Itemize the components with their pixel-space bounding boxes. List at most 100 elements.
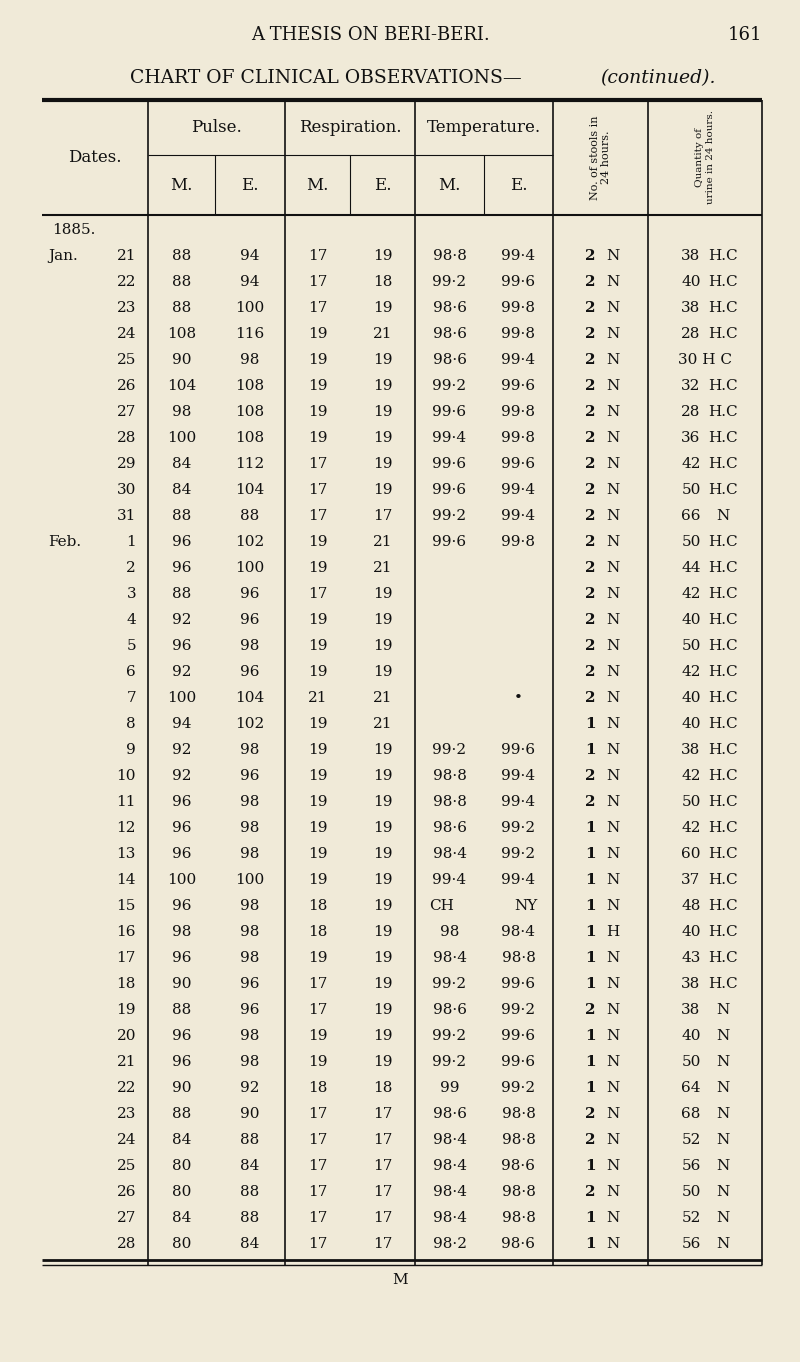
Text: 98·4: 98·4 bbox=[433, 1211, 466, 1224]
Text: •: • bbox=[514, 691, 523, 706]
Text: N: N bbox=[606, 275, 619, 289]
Text: 99·4: 99·4 bbox=[502, 484, 535, 497]
Text: 52: 52 bbox=[682, 1133, 701, 1147]
Text: 98: 98 bbox=[240, 795, 260, 809]
Text: 84: 84 bbox=[240, 1159, 260, 1173]
Text: 23: 23 bbox=[117, 301, 136, 315]
Text: 17: 17 bbox=[373, 1107, 392, 1121]
Text: N: N bbox=[606, 873, 619, 887]
Text: 50: 50 bbox=[682, 639, 701, 652]
Text: H.C: H.C bbox=[708, 925, 738, 938]
Text: 2: 2 bbox=[586, 665, 596, 680]
Text: 56: 56 bbox=[682, 1237, 701, 1252]
Text: 50: 50 bbox=[682, 795, 701, 809]
Text: 8: 8 bbox=[126, 716, 136, 731]
Text: 99·6: 99·6 bbox=[433, 405, 466, 419]
Text: 99·6: 99·6 bbox=[433, 535, 466, 549]
Text: 17: 17 bbox=[308, 484, 327, 497]
Text: 27: 27 bbox=[117, 1211, 136, 1224]
Text: 94: 94 bbox=[240, 275, 260, 289]
Text: 98: 98 bbox=[440, 925, 459, 938]
Text: 99·4: 99·4 bbox=[502, 353, 535, 366]
Text: 36: 36 bbox=[682, 430, 701, 445]
Text: E.: E. bbox=[510, 177, 527, 193]
Text: 44: 44 bbox=[682, 561, 701, 575]
Text: 2: 2 bbox=[586, 795, 596, 809]
Text: 99·4: 99·4 bbox=[502, 873, 535, 887]
Text: N: N bbox=[606, 561, 619, 575]
Text: 99·6: 99·6 bbox=[502, 458, 535, 471]
Text: 38: 38 bbox=[682, 744, 701, 757]
Text: N: N bbox=[606, 1107, 619, 1121]
Text: 99·6: 99·6 bbox=[502, 977, 535, 992]
Text: N: N bbox=[606, 899, 619, 913]
Text: 108: 108 bbox=[235, 379, 265, 394]
Text: 99·4: 99·4 bbox=[433, 430, 466, 445]
Text: 21: 21 bbox=[373, 327, 392, 340]
Text: 98·8: 98·8 bbox=[502, 1185, 535, 1199]
Text: 96: 96 bbox=[172, 535, 191, 549]
Text: 19: 19 bbox=[373, 430, 392, 445]
Text: H.C: H.C bbox=[708, 951, 738, 966]
Text: 98·6: 98·6 bbox=[433, 301, 466, 315]
Text: 19: 19 bbox=[308, 821, 327, 835]
Text: (continued).: (continued). bbox=[600, 69, 715, 87]
Text: 17: 17 bbox=[373, 1159, 392, 1173]
Text: 19: 19 bbox=[308, 873, 327, 887]
Text: 98·2: 98·2 bbox=[433, 1237, 466, 1252]
Text: 17: 17 bbox=[308, 1185, 327, 1199]
Text: 100: 100 bbox=[167, 873, 196, 887]
Text: N: N bbox=[606, 770, 619, 783]
Text: H.C: H.C bbox=[708, 899, 738, 913]
Text: 99·2: 99·2 bbox=[433, 977, 466, 992]
Text: 98·6: 98·6 bbox=[433, 353, 466, 366]
Text: 13: 13 bbox=[117, 847, 136, 861]
Text: 19: 19 bbox=[308, 795, 327, 809]
Text: 99·2: 99·2 bbox=[502, 1081, 535, 1095]
Text: 64: 64 bbox=[682, 1081, 701, 1095]
Text: 88: 88 bbox=[172, 301, 191, 315]
Text: 19: 19 bbox=[117, 1002, 136, 1017]
Text: 19: 19 bbox=[373, 405, 392, 419]
Text: H.C: H.C bbox=[708, 484, 738, 497]
Text: 32: 32 bbox=[682, 379, 701, 394]
Text: 99·6: 99·6 bbox=[433, 458, 466, 471]
Text: 99·8: 99·8 bbox=[502, 430, 535, 445]
Text: H.C: H.C bbox=[708, 587, 738, 601]
Text: N: N bbox=[716, 1056, 730, 1069]
Text: 94: 94 bbox=[172, 716, 191, 731]
Text: 66: 66 bbox=[682, 509, 701, 523]
Text: 27: 27 bbox=[117, 405, 136, 419]
Text: 2: 2 bbox=[126, 561, 136, 575]
Text: 2: 2 bbox=[586, 430, 596, 445]
Text: 2: 2 bbox=[586, 509, 596, 523]
Text: 96: 96 bbox=[172, 639, 191, 652]
Text: 98·6: 98·6 bbox=[502, 1237, 535, 1252]
Text: 98·8: 98·8 bbox=[433, 795, 466, 809]
Text: 20: 20 bbox=[117, 1030, 136, 1043]
Text: N: N bbox=[716, 1107, 730, 1121]
Text: 99·4: 99·4 bbox=[502, 249, 535, 263]
Text: 10: 10 bbox=[117, 770, 136, 783]
Text: 1: 1 bbox=[585, 1159, 596, 1173]
Text: 99·6: 99·6 bbox=[433, 484, 466, 497]
Text: 17: 17 bbox=[373, 509, 392, 523]
Text: N: N bbox=[606, 821, 619, 835]
Text: 17: 17 bbox=[308, 1002, 327, 1017]
Text: 1: 1 bbox=[585, 1237, 596, 1252]
Text: 25: 25 bbox=[117, 1159, 136, 1173]
Text: 96: 96 bbox=[240, 613, 260, 627]
Text: N: N bbox=[606, 1081, 619, 1095]
Text: 48: 48 bbox=[682, 899, 701, 913]
Text: 84: 84 bbox=[172, 1211, 191, 1224]
Text: 84: 84 bbox=[172, 1133, 191, 1147]
Text: 98·6: 98·6 bbox=[433, 1002, 466, 1017]
Text: 17: 17 bbox=[308, 1159, 327, 1173]
Text: N: N bbox=[716, 1185, 730, 1199]
Text: 2: 2 bbox=[586, 275, 596, 289]
Text: 99·2: 99·2 bbox=[433, 509, 466, 523]
Text: 2: 2 bbox=[586, 613, 596, 627]
Text: 43: 43 bbox=[682, 951, 701, 966]
Text: N: N bbox=[606, 977, 619, 992]
Text: 2: 2 bbox=[586, 561, 596, 575]
